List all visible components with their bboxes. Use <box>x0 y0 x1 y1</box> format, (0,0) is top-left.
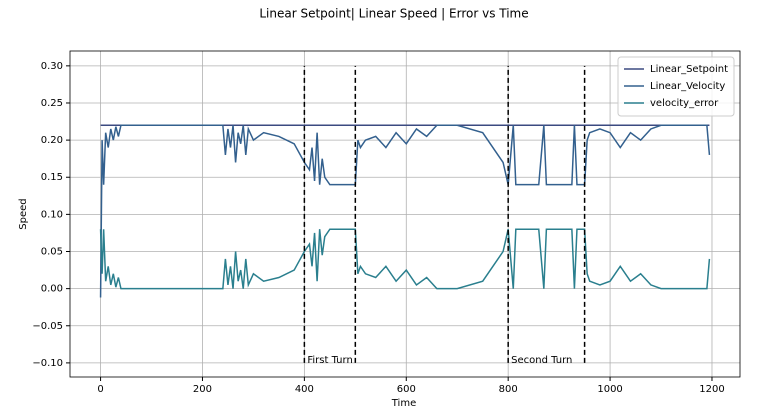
legend-label: velocity_error <box>650 98 719 109</box>
x-tick-label: 0 <box>97 384 103 395</box>
x-tick-label: 200 <box>193 384 212 395</box>
y-tick-label: 0.25 <box>41 98 63 109</box>
series-line <box>99 124 711 298</box>
y-tick-label: 0.15 <box>41 172 63 183</box>
legend-label: Linear_Velocity <box>650 81 725 92</box>
legend-box <box>617 56 735 117</box>
y-tick-label: −0.10 <box>32 358 63 369</box>
y-tick-label: 0.20 <box>41 135 63 146</box>
series-line <box>99 228 711 290</box>
y-tick-label: 0.30 <box>41 61 63 72</box>
x-tick-label: 600 <box>397 384 416 395</box>
y-tick-label: 0.05 <box>41 247 63 258</box>
legend-label: Linear_Setpoint <box>650 64 728 75</box>
x-tick-label: 800 <box>499 384 518 395</box>
x-tick-label: 1000 <box>597 384 622 395</box>
x-axis-label: Time <box>391 398 416 409</box>
y-tick-label: 0.00 <box>41 284 63 295</box>
y-tick-label: −0.05 <box>32 321 63 332</box>
annotation: Second Turn <box>511 355 572 366</box>
chart-title: Linear Setpoint| Linear Speed | Error vs… <box>259 7 528 21</box>
x-tick-label: 1200 <box>699 384 724 395</box>
plot-frame <box>69 50 741 378</box>
y-axis-label: Speed <box>18 198 29 229</box>
x-tick-label: 400 <box>295 384 314 395</box>
annotation: First Turn <box>307 355 352 366</box>
y-tick-label: 0.10 <box>41 209 63 220</box>
